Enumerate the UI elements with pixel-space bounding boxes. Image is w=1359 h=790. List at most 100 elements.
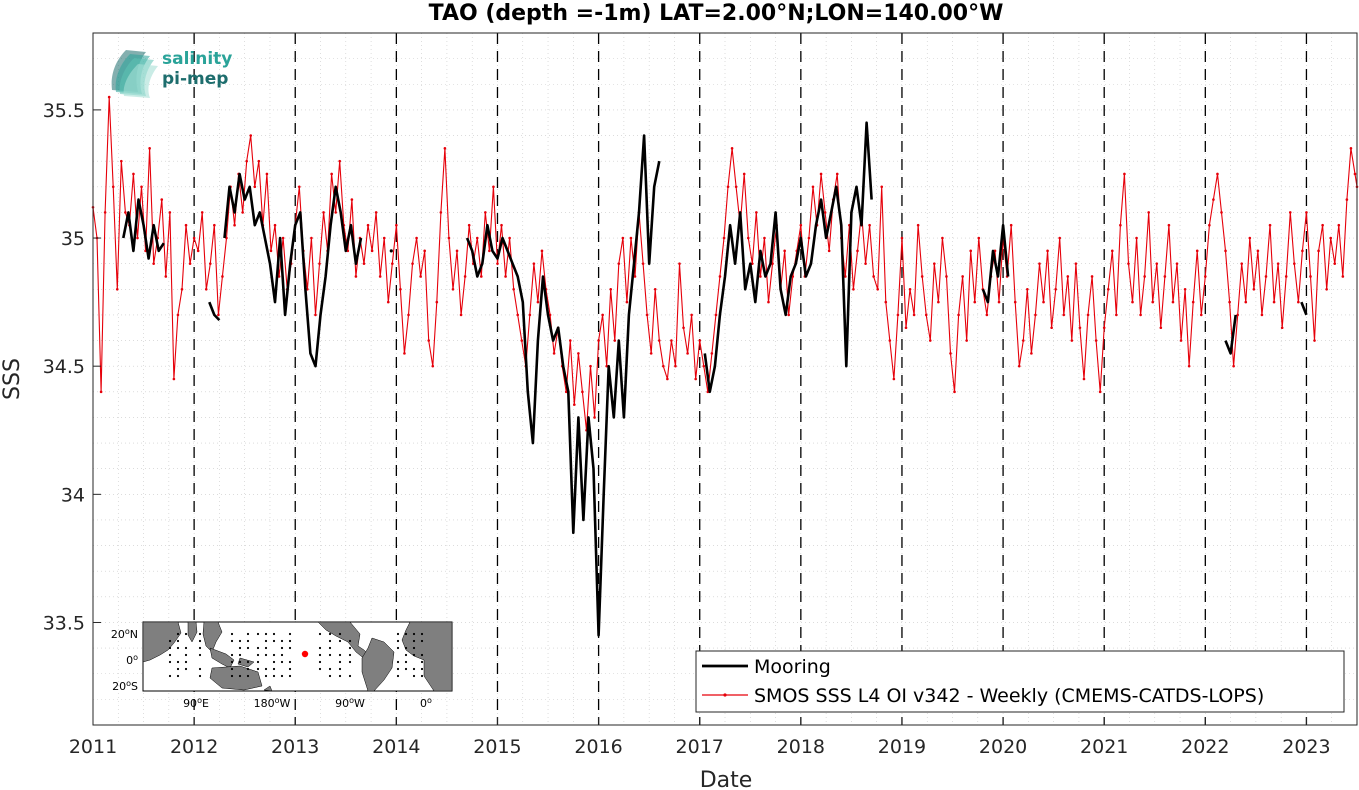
inset-dot <box>246 632 250 636</box>
inset-dot <box>280 646 284 650</box>
smos-point <box>1321 223 1324 227</box>
smos-point <box>787 313 791 317</box>
inset-dot <box>288 632 292 636</box>
smos-point <box>475 236 479 240</box>
inset-dot <box>272 632 276 636</box>
smos-point <box>1301 249 1304 253</box>
smos-point <box>949 352 952 355</box>
x-tick-label-2013: 2013 <box>271 736 319 758</box>
smos-point <box>1313 339 1316 342</box>
smos-point <box>330 172 333 176</box>
smos-point <box>799 223 803 227</box>
inset-dot <box>238 653 242 657</box>
smos-point <box>322 211 325 214</box>
smos-point <box>734 185 738 189</box>
smos-point <box>488 249 491 253</box>
smos-point <box>1212 198 1215 201</box>
inset-dot <box>264 632 268 636</box>
smos-point <box>880 185 884 189</box>
smos-point <box>1329 236 1333 240</box>
x-tick-label-2018: 2018 <box>777 736 825 758</box>
smos-point <box>1159 326 1163 330</box>
smos-point <box>1175 262 1179 265</box>
smos-point <box>633 275 637 278</box>
mooring-segment-0 <box>122 198 165 260</box>
smos-point <box>1062 313 1066 317</box>
mooring-segment-8 <box>1300 301 1308 316</box>
smos-point <box>297 185 301 189</box>
inset-dot <box>280 639 284 643</box>
inset-dot <box>338 660 342 664</box>
inset-land <box>142 621 453 692</box>
inset-dot <box>338 667 342 671</box>
smos-point <box>597 339 600 342</box>
inset-dot <box>246 646 250 650</box>
smos-point <box>807 236 811 240</box>
smos-point <box>552 352 556 355</box>
inset-dot <box>420 674 424 678</box>
inset-dot <box>168 674 172 678</box>
inset-dot <box>176 646 180 650</box>
smos-point <box>1228 300 1231 304</box>
smos-point <box>386 300 390 304</box>
smos-point <box>827 249 831 253</box>
inset-dot <box>338 632 342 636</box>
smos-point <box>249 134 253 137</box>
inset-dot <box>348 639 352 643</box>
smos-point <box>985 313 989 317</box>
smos-point <box>532 262 536 265</box>
smos-point <box>107 95 111 99</box>
smos-point <box>160 198 164 201</box>
smos-point <box>945 275 948 278</box>
inset-dot <box>318 632 322 636</box>
inset-dot <box>256 653 260 657</box>
smos-point <box>1305 211 1308 214</box>
inset-dot <box>198 653 202 657</box>
smos-point <box>463 275 467 278</box>
inset-dot <box>256 632 260 636</box>
inset-dot <box>404 653 408 657</box>
inset-dot <box>396 632 400 636</box>
x-tick-labels: 2011 2012 2013 2014 2015 2016 2017 2018 2019 2020… <box>69 736 1331 758</box>
smos-point <box>1288 211 1292 214</box>
smos-point <box>568 339 572 342</box>
year-divider-lines <box>193 33 1308 725</box>
smos-point <box>702 364 706 368</box>
inset-lat-label: 20oN <box>111 627 138 641</box>
smos-point <box>455 249 459 253</box>
smos-point <box>1333 262 1337 265</box>
inset-dot <box>264 674 268 678</box>
inset-longitude-labels: 90oE 180oW 90oW 0o <box>183 696 432 710</box>
smos-point <box>714 313 718 317</box>
inset-dot <box>288 674 292 678</box>
inset-dot <box>176 660 180 664</box>
salinity-pi-mep-logo: salinity pi-mep <box>111 49 232 98</box>
smos-point <box>621 236 625 240</box>
inset-dot <box>420 632 424 636</box>
smos-point <box>184 223 188 227</box>
smos-point <box>451 287 455 291</box>
smos-point <box>1167 223 1171 227</box>
smos-point <box>912 313 916 317</box>
smos-point <box>439 211 443 214</box>
smos-point <box>370 249 374 253</box>
smos-point <box>892 377 896 381</box>
smos-point <box>164 275 168 278</box>
smos-point <box>920 275 924 278</box>
smos-point <box>115 287 119 291</box>
inset-dot <box>264 653 268 657</box>
smos-point <box>1106 287 1110 291</box>
smos-point <box>1208 223 1211 227</box>
smos-point <box>884 300 888 304</box>
x-tick-label-2012: 2012 <box>170 736 218 758</box>
inset-dot <box>198 667 202 671</box>
smos-point <box>1236 313 1239 317</box>
smos-point <box>1252 287 1256 291</box>
smos-point <box>613 339 617 342</box>
smos-point <box>1034 313 1037 317</box>
smos-point <box>208 262 212 265</box>
smos-point <box>742 172 746 176</box>
smos-point <box>916 223 920 227</box>
smos-point <box>403 352 406 355</box>
